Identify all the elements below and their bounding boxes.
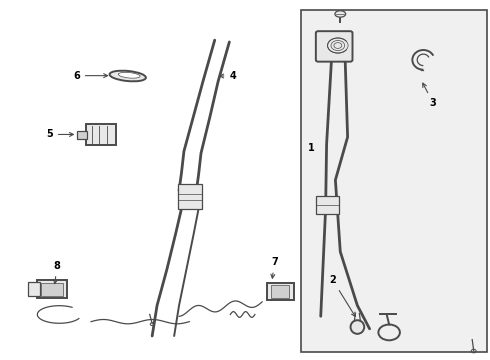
Bar — [77, 131, 87, 139]
Bar — [316, 196, 339, 214]
Text: 5: 5 — [46, 130, 74, 139]
Bar — [178, 184, 201, 209]
Ellipse shape — [335, 11, 345, 17]
FancyBboxPatch shape — [316, 31, 352, 62]
Text: 7: 7 — [271, 257, 278, 278]
Bar — [37, 280, 67, 298]
Text: 3: 3 — [423, 83, 437, 108]
Bar — [271, 285, 290, 298]
Text: 1: 1 — [308, 143, 314, 153]
Bar — [41, 283, 63, 296]
Bar — [267, 283, 294, 300]
Ellipse shape — [110, 71, 146, 81]
Bar — [301, 10, 487, 352]
Text: 8: 8 — [53, 261, 60, 284]
Text: 6: 6 — [73, 71, 108, 81]
Ellipse shape — [118, 72, 140, 78]
Ellipse shape — [350, 320, 364, 334]
Text: 2: 2 — [330, 275, 355, 316]
Bar — [86, 125, 117, 145]
Text: 4: 4 — [220, 71, 236, 81]
Bar — [27, 282, 40, 296]
